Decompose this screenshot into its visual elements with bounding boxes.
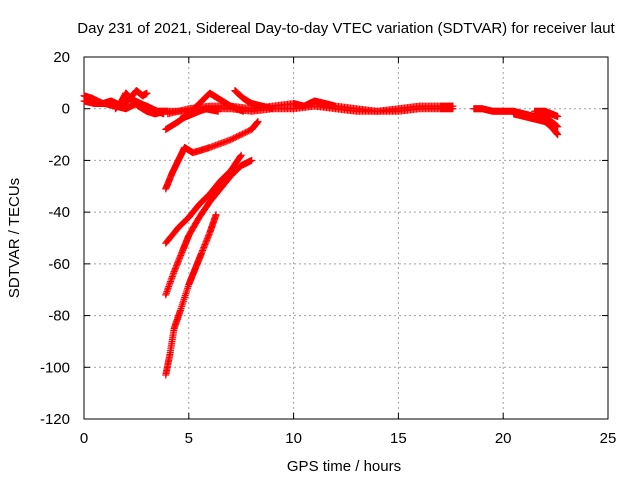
data-point xyxy=(236,152,244,160)
chart-title: Day 231 of 2021, Sidereal Day-to-day VTE… xyxy=(77,20,615,37)
data-point xyxy=(239,107,247,115)
x-axis-label: GPS time / hours xyxy=(287,458,401,475)
x-tick-label: 5 xyxy=(185,430,193,447)
data-series xyxy=(162,89,247,133)
data-point xyxy=(234,132,242,140)
x-tick-label: 0 xyxy=(80,430,88,447)
data-series xyxy=(531,107,562,120)
data-point xyxy=(243,128,251,136)
x-tick-label: 10 xyxy=(285,430,302,447)
data-point xyxy=(236,131,244,139)
y-tick-label: -120 xyxy=(40,411,70,428)
y-axis-label: SDTVAR / TECUs xyxy=(6,178,23,298)
data-point xyxy=(449,102,457,110)
data-series xyxy=(510,110,562,139)
data-point xyxy=(554,123,562,131)
data-series xyxy=(176,105,222,123)
data-point xyxy=(231,134,239,142)
y-tick-label: 20 xyxy=(53,49,70,66)
x-tick-label: 15 xyxy=(390,430,407,447)
data-point xyxy=(554,131,562,139)
data-point xyxy=(212,211,220,219)
grid-layer xyxy=(84,57,608,419)
data-point xyxy=(214,107,222,115)
data-point xyxy=(228,135,236,143)
data-point xyxy=(254,118,262,126)
data-point xyxy=(240,129,248,137)
data-series xyxy=(231,87,277,113)
data-point xyxy=(233,133,241,141)
y-tick-label: -60 xyxy=(48,256,70,273)
plot-frame xyxy=(83,56,609,420)
data-point xyxy=(554,112,562,120)
data-point xyxy=(248,156,256,164)
data-point xyxy=(143,89,151,97)
y-tick-label: 0 xyxy=(62,101,70,118)
data-point xyxy=(242,128,250,136)
tick-layer: 0 5 10 15 20 25 -120 -100 -80 -60 -40 -20 0 20 xyxy=(40,49,616,447)
data-series xyxy=(162,118,262,193)
data-point xyxy=(227,136,235,144)
data-point xyxy=(239,130,247,138)
series-layer xyxy=(80,87,562,379)
data-series xyxy=(162,151,245,247)
data-point xyxy=(230,134,238,142)
data-series xyxy=(162,156,256,299)
data-point xyxy=(237,151,245,159)
y-tick-label: -40 xyxy=(48,204,70,221)
data-series xyxy=(122,89,168,118)
data-series xyxy=(162,211,220,379)
y-tick-label: -20 xyxy=(48,152,70,169)
data-point xyxy=(269,105,277,113)
y-tick-label: -100 xyxy=(40,359,70,376)
x-tick-label: 25 xyxy=(600,430,617,447)
data-point xyxy=(237,131,245,139)
y-tick-label: -80 xyxy=(48,308,70,325)
x-tick-label: 20 xyxy=(495,430,512,447)
